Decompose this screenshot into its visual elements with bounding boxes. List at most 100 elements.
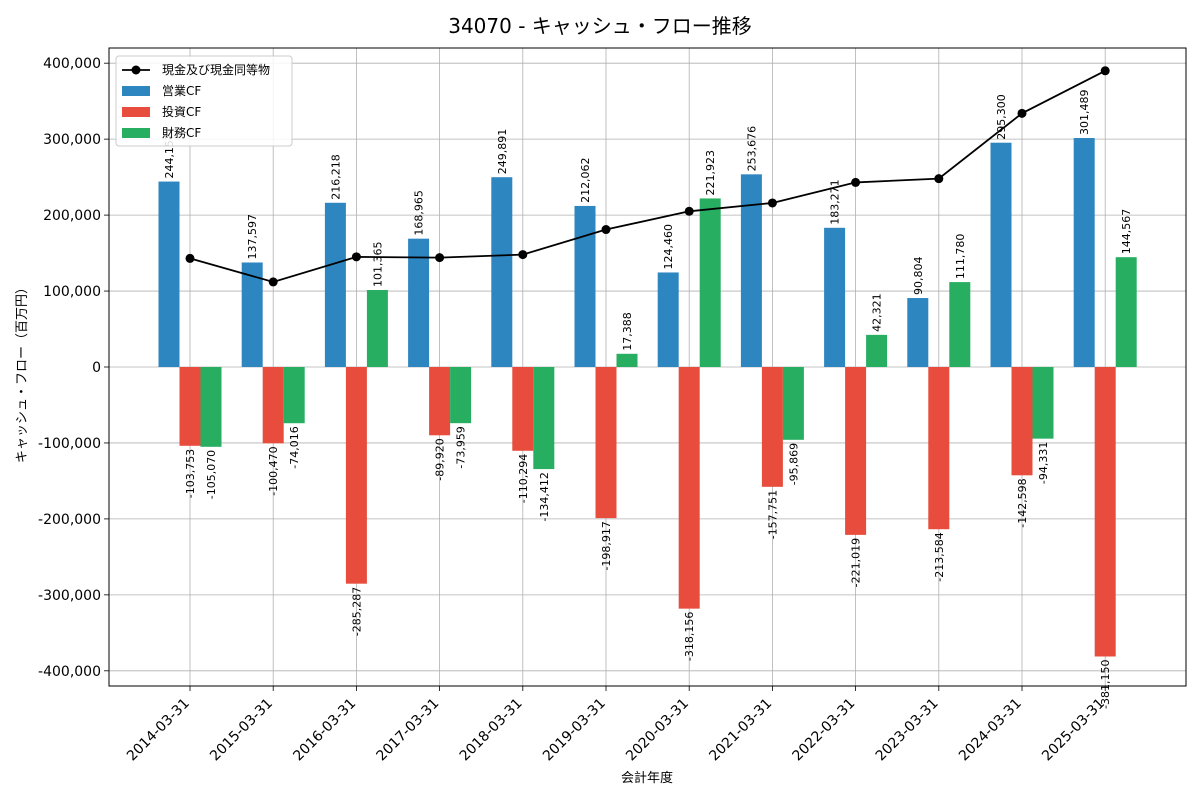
data-label: 301,489 [1078, 90, 1091, 136]
x-tick-label: 2017-03-31 [374, 696, 443, 765]
cash-point-2019-03-31 [601, 225, 611, 235]
y-tick-label: 200,000 [43, 208, 101, 224]
y-axis-title: キャッシュ・フロー（百万円） [15, 281, 30, 463]
plot-frame [108, 47, 1187, 687]
bar-財務CF-2023-03-31 [949, 282, 971, 367]
bar-営業CF-2023-03-31 [907, 298, 929, 367]
bar-投資CF-2019-03-31 [595, 367, 617, 519]
y-tick-label: -100,000 [38, 436, 101, 452]
data-label: -105,070 [205, 450, 218, 499]
bar-財務CF-2025-03-31 [1115, 257, 1137, 367]
bars-layer [158, 138, 1137, 657]
legend-swatch-投資CF [122, 107, 150, 117]
legend-marker [131, 65, 141, 75]
y-tick-label: 400,000 [43, 56, 101, 72]
legend-label: 現金及び現金同等物 [162, 62, 270, 77]
data-label: 168,965 [413, 190, 426, 236]
data-label: 101,365 [371, 242, 384, 288]
legend-swatch-財務CF [122, 128, 150, 138]
data-label: -318,156 [683, 612, 696, 661]
bar-営業CF-2019-03-31 [574, 205, 596, 367]
bar-営業CF-2015-03-31 [241, 262, 263, 367]
bar-営業CF-2022-03-31 [824, 227, 846, 367]
bar-投資CF-2016-03-31 [345, 367, 367, 584]
y-tick-label: -200,000 [38, 512, 101, 528]
legend-label: 財務CF [162, 125, 201, 140]
y-tick-label: 0 [92, 360, 101, 376]
x-tick-label: 2015-03-31 [207, 696, 276, 765]
data-label: -213,584 [933, 532, 946, 581]
bar-投資CF-2024-03-31 [1011, 367, 1033, 476]
bar-営業CF-2014-03-31 [158, 181, 180, 367]
y-tick-label: -400,000 [38, 664, 101, 680]
data-label: 221,923 [704, 150, 717, 196]
bar-財務CF-2019-03-31 [616, 353, 638, 367]
cash-point-2018-03-31 [518, 250, 528, 260]
data-label: 137,597 [246, 214, 259, 260]
data-label: 111,780 [954, 234, 967, 280]
x-tick-label: 2025-03-31 [1039, 696, 1108, 765]
data-label: 216,218 [329, 154, 342, 200]
data-label: -73,959 [455, 426, 468, 468]
data-label: 17,388 [621, 312, 634, 351]
data-label: -221,019 [850, 538, 863, 587]
legend-swatch-営業CF [122, 86, 150, 96]
bar-財務CF-2017-03-31 [450, 367, 472, 424]
cash-point-2023-03-31 [934, 174, 944, 184]
bar-財務CF-2015-03-31 [283, 367, 305, 424]
bar-営業CF-2016-03-31 [324, 202, 346, 367]
data-label: -198,917 [600, 521, 613, 570]
data-label: 249,891 [496, 129, 509, 175]
y-tick-label: 100,000 [43, 284, 101, 300]
bar-投資CF-2020-03-31 [678, 367, 700, 609]
x-tick-label: 2019-03-31 [540, 696, 609, 765]
bar-営業CF-2021-03-31 [740, 174, 762, 367]
data-label: 183,271 [829, 179, 842, 225]
cash-point-2014-03-31 [185, 253, 195, 263]
data-label: 144,567 [1120, 209, 1133, 255]
cash-point-2022-03-31 [851, 177, 861, 187]
data-label: 90,804 [912, 257, 925, 296]
bar-財務CF-2022-03-31 [866, 334, 888, 367]
data-label: -89,920 [434, 438, 447, 480]
cash-point-2021-03-31 [767, 198, 777, 208]
bar-投資CF-2017-03-31 [429, 367, 451, 436]
data-label: -94,331 [1037, 442, 1050, 484]
bar-営業CF-2020-03-31 [657, 272, 679, 367]
data-label: 295,300 [995, 94, 1008, 140]
bar-財務CF-2020-03-31 [699, 198, 721, 367]
chart-title: 34070 - キャッシュ・フロー推移 [448, 14, 752, 38]
data-label: -95,869 [787, 443, 800, 485]
cash-point-2015-03-31 [268, 277, 278, 287]
bar-営業CF-2017-03-31 [408, 238, 430, 367]
bar-投資CF-2021-03-31 [761, 367, 783, 487]
bar-財務CF-2024-03-31 [1032, 367, 1054, 439]
legend-label: 営業CF [162, 84, 201, 98]
bar-投資CF-2015-03-31 [262, 367, 284, 444]
bar-財務CF-2018-03-31 [533, 367, 555, 470]
y-tick-label: 300,000 [43, 132, 101, 148]
data-label: -110,294 [517, 454, 530, 503]
data-label: 42,321 [871, 293, 884, 332]
bar-営業CF-2018-03-31 [491, 177, 513, 367]
data-label: -157,751 [766, 490, 779, 539]
bar-営業CF-2025-03-31 [1073, 138, 1095, 367]
bar-財務CF-2014-03-31 [200, 367, 222, 447]
bar-投資CF-2023-03-31 [928, 367, 950, 530]
bar-営業CF-2024-03-31 [990, 142, 1012, 367]
x-axis-title: 会計年度 [621, 770, 673, 786]
bar-財務CF-2021-03-31 [782, 367, 804, 440]
x-tick-label: 2020-03-31 [623, 696, 692, 765]
data-label: 124,460 [662, 224, 675, 270]
y-tick-label: -300,000 [38, 588, 101, 604]
bar-投資CF-2025-03-31 [1094, 367, 1116, 657]
cash-equivalents-line [189, 69, 1106, 283]
x-tick-label: 2023-03-31 [873, 696, 942, 765]
bar-財務CF-2016-03-31 [366, 290, 388, 367]
cash-point-2016-03-31 [351, 252, 361, 262]
x-tick-label: 2018-03-31 [457, 696, 526, 765]
bar-投資CF-2022-03-31 [845, 367, 867, 535]
x-tick-label: 2016-03-31 [290, 696, 359, 765]
